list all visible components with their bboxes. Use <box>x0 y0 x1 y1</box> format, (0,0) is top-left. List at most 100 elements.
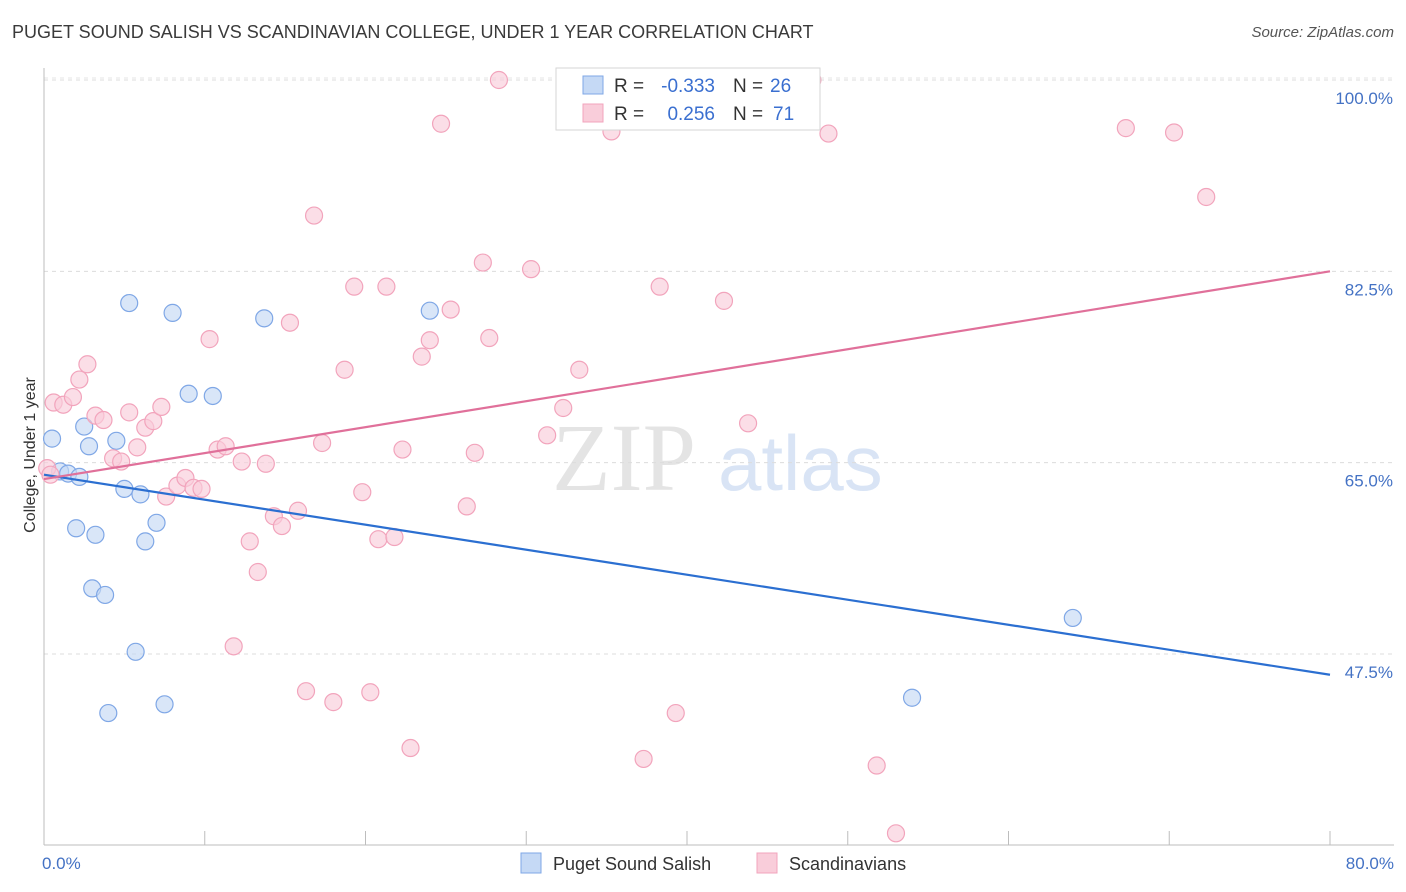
series-legend-swatch-scandinavians <box>756 852 778 874</box>
scandinavian-point-58 <box>570 360 589 379</box>
y-tick-label-1: 65.0% <box>1345 472 1393 491</box>
scandinavian-point-49 <box>441 300 460 319</box>
scandinavian-point-55 <box>521 260 541 279</box>
series-legend-label-scandinavians: Scandinavians <box>789 854 906 874</box>
scandinavian-point-68 <box>886 824 906 843</box>
scandinavian-point-64 <box>738 414 758 433</box>
scandinavian-point-20 <box>192 479 211 499</box>
scandinavian-point-25 <box>232 452 251 471</box>
scandinavian-point-50 <box>457 497 476 516</box>
scandinavian-point-31 <box>280 313 300 332</box>
legend-r-value-scandinavians: 0.256 <box>667 104 715 125</box>
x-tick-label-min: 0.0% <box>42 854 81 873</box>
scandinavian-point-71 <box>1197 187 1216 207</box>
scandinavian-point-35 <box>312 433 332 453</box>
legend-n-value-scandinavians: 71 <box>773 104 794 125</box>
scandinavian-point-46 <box>412 347 431 366</box>
scandinavian-point-24 <box>224 637 243 656</box>
series-legend: Puget Sound Salish Scandinavians <box>520 852 906 874</box>
y-tick-label-3: 100.0% <box>1335 89 1393 108</box>
source-credit: Source: ZipAtlas.com <box>1251 24 1394 41</box>
scandinavian-point-39 <box>353 483 372 502</box>
scandinavian-point-26 <box>240 532 259 551</box>
scandinavian-point-6 <box>78 355 97 374</box>
x-tick-label-max: 80.0% <box>1346 854 1394 873</box>
y-tick-label-0: 47.5% <box>1345 663 1393 682</box>
scandinavian-point-54 <box>489 70 509 90</box>
puget-point-22 <box>255 309 274 328</box>
legend-r-value-puget: -0.333 <box>661 76 715 97</box>
puget-point-5 <box>75 417 94 436</box>
puget-trend-line <box>43 473 1331 676</box>
scandinavian-point-30 <box>272 516 292 536</box>
scandinavian-point-11 <box>120 403 139 422</box>
puget-point-17 <box>147 513 166 532</box>
scandinavian-point-40 <box>361 683 380 702</box>
watermark: ZIP atlas <box>552 404 883 511</box>
scandinavian-point-32 <box>288 501 308 520</box>
puget-point-16 <box>136 532 155 551</box>
puget-point-21 <box>203 386 222 406</box>
scandinavian-point-8 <box>94 410 113 430</box>
scandinavian-point-38 <box>345 277 364 296</box>
puget-point-9 <box>95 585 115 605</box>
scandinavian-point-60 <box>634 749 653 769</box>
scandinavian-point-34 <box>304 206 324 225</box>
puget-point-0 <box>42 429 62 448</box>
scandinavian-point-15 <box>152 397 171 417</box>
data-points <box>38 70 1216 843</box>
scandinavian-point-61 <box>650 277 669 296</box>
scandinavian-trend-line <box>43 270 1331 481</box>
puget-point-14 <box>126 642 145 661</box>
scandinavian-point-48 <box>431 114 451 133</box>
series-legend-label-puget: Puget Sound Salish <box>553 854 711 874</box>
scandinavian-point-41 <box>369 530 388 549</box>
scandinavian-point-56 <box>538 426 557 445</box>
scandinavian-point-4 <box>63 387 83 407</box>
scandinavian-point-51 <box>465 443 484 462</box>
scandinavian-point-47 <box>420 331 439 350</box>
scandinavian-point-28 <box>256 454 275 473</box>
scandinavian-point-63 <box>714 291 734 310</box>
puget-point-13 <box>120 293 139 313</box>
legend-r-label-puget: R = <box>614 76 644 97</box>
scandinavian-point-52 <box>473 253 492 272</box>
chart-title: PUGET SOUND SALISH VS SCANDINAVIAN COLLE… <box>12 22 814 42</box>
scandinavian-point-42 <box>377 277 396 296</box>
puget-point-11 <box>107 431 126 450</box>
scandinavian-point-53 <box>480 328 499 348</box>
x-ticks <box>204 831 1331 845</box>
gridlines <box>44 77 1394 655</box>
scandinavian-point-45 <box>401 738 420 758</box>
series-legend-swatch-puget <box>520 852 542 874</box>
y-tick-label-2: 82.5% <box>1345 280 1393 299</box>
scandinavian-point-33 <box>296 682 316 701</box>
legend-n-value-puget: 26 <box>770 76 791 97</box>
scandinavian-point-44 <box>393 440 412 459</box>
puget-point-20 <box>179 384 198 403</box>
legend-r-label-scandinavians: R = <box>614 104 644 125</box>
trend-lines <box>43 270 1331 676</box>
scandinavian-point-37 <box>335 360 354 379</box>
scandinavian-point-12 <box>128 438 147 457</box>
scandinavian-point-21 <box>200 330 219 349</box>
puget-point-4 <box>70 467 89 486</box>
puget-point-25 <box>902 688 922 707</box>
puget-point-10 <box>99 703 118 723</box>
scandinavian-point-27 <box>248 562 267 582</box>
y-axis-title: College, Under 1 year <box>22 377 39 533</box>
legend-swatch-puget <box>582 75 604 95</box>
puget-point-24 <box>1063 608 1082 628</box>
legend-n-label-scandinavians: N = <box>733 104 763 125</box>
scandinavian-point-36 <box>324 693 343 712</box>
legend: R = -0.333 N = 26 R = 0.256 N = 71 <box>555 67 821 131</box>
scandinavian-point-69 <box>1116 119 1135 138</box>
y-tick-labels: 47.5% 65.0% 82.5% 100.0% <box>1335 89 1393 682</box>
legend-swatch-scandinavians <box>582 103 604 123</box>
scandinavian-point-66 <box>819 124 838 143</box>
legend-n-label-puget: N = <box>733 76 763 97</box>
puget-point-7 <box>86 525 105 544</box>
scandinavian-point-57 <box>554 398 573 418</box>
puget-point-18 <box>155 695 174 714</box>
